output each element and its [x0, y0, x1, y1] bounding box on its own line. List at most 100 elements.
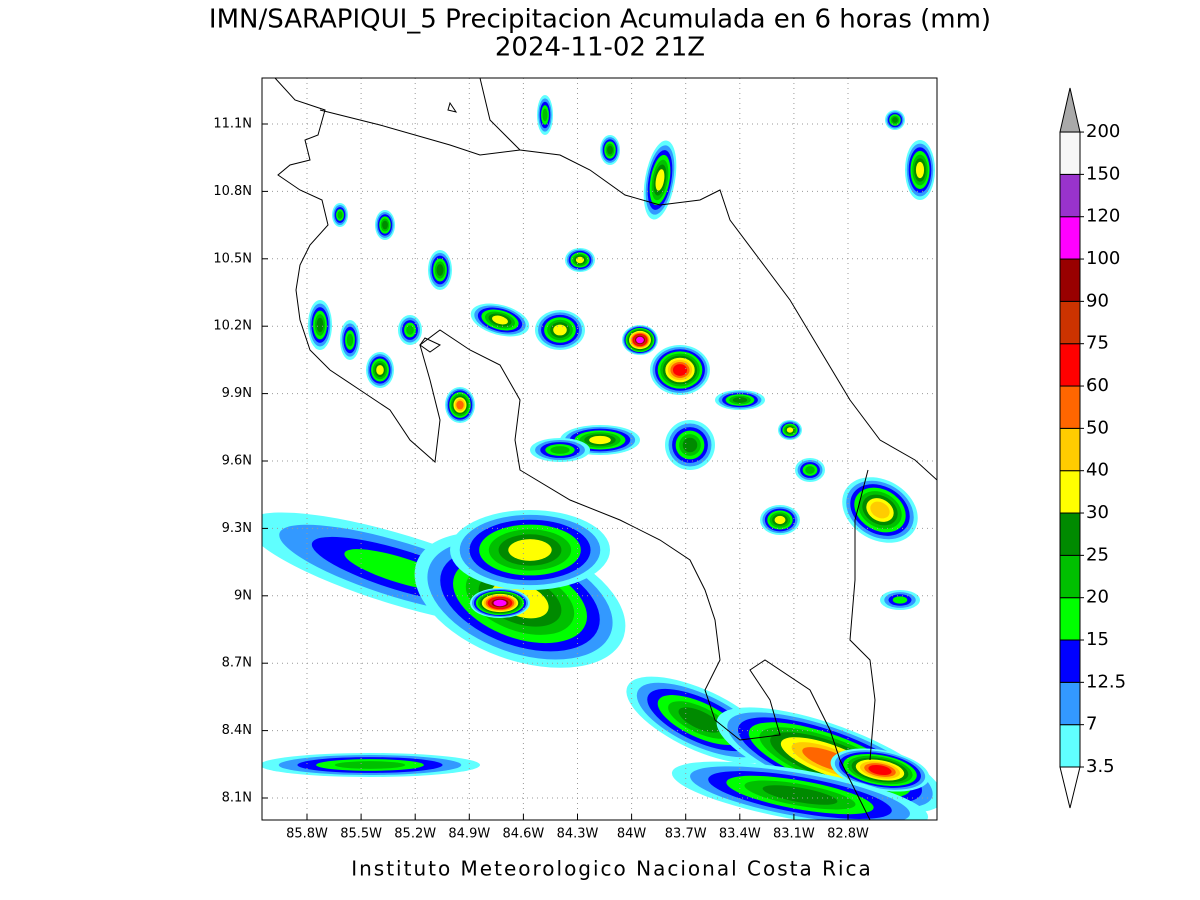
colorbar-label: 100	[1086, 248, 1120, 269]
border-south	[849, 469, 876, 761]
rain-contour	[456, 400, 464, 410]
colorbar-label: 200	[1086, 121, 1120, 142]
colorbar-label: 12.5	[1086, 671, 1126, 692]
lon-label: 84W	[617, 827, 647, 842]
rain-contour	[376, 365, 384, 375]
colorbar-over	[1059, 87, 1081, 133]
colorbar-box	[1059, 216, 1081, 260]
colorbar-label: 7	[1086, 714, 1097, 735]
rain-contour	[786, 427, 794, 433]
pacific-coast	[274, 78, 871, 820]
rain-contour	[382, 220, 388, 230]
lat-label: 8.7N	[222, 656, 252, 671]
colorbar-box	[1059, 681, 1081, 726]
rain-contour	[805, 466, 815, 474]
rain-contour	[493, 599, 507, 607]
rain-contour	[636, 336, 644, 344]
rain-contour	[915, 161, 925, 179]
colorbar-box	[1059, 173, 1081, 218]
colorbar-box	[1059, 343, 1081, 387]
rain-contour	[550, 446, 570, 454]
rain-contour	[492, 315, 508, 325]
colorbar-label: 20	[1086, 587, 1109, 608]
colorbar-box	[1059, 724, 1081, 768]
colorbar-label: 30	[1086, 502, 1109, 523]
rain-contour	[774, 515, 786, 525]
rain-contour	[589, 435, 611, 445]
colorbar-box	[1059, 512, 1081, 556]
colorbar-label: 120	[1086, 206, 1120, 227]
rain-contour	[870, 501, 890, 519]
coastlines	[274, 78, 937, 820]
colorbar-label: 3.5	[1086, 756, 1115, 777]
grid	[262, 78, 937, 820]
colorbar-box	[1059, 597, 1081, 641]
rain-contour	[682, 437, 698, 453]
rain-contour	[334, 761, 406, 769]
lon-label: 84.3W	[557, 827, 599, 842]
lon-label: 84.6W	[502, 827, 544, 842]
lon-label: 85.8W	[286, 827, 328, 842]
border-north	[319, 109, 521, 156]
rain-contour	[508, 539, 552, 561]
colorbar-label: 50	[1086, 417, 1109, 438]
lat-label: 10.2N	[213, 319, 252, 334]
lon-label: 83.1W	[773, 827, 815, 842]
lon-label: 82.8W	[827, 827, 869, 842]
rain-contour	[553, 324, 567, 336]
rain-contour	[316, 317, 324, 333]
colorbar-box	[1059, 470, 1081, 514]
colorbar-label: 25	[1086, 544, 1109, 565]
islands	[419, 101, 458, 353]
colorbar-box	[1059, 385, 1081, 429]
subtitle: 2024-11-02 21Z	[495, 33, 705, 63]
rain-contour	[762, 785, 838, 805]
lon-label: 84.9W	[448, 827, 490, 842]
colorbar-label: 75	[1086, 333, 1109, 354]
map-frame	[261, 77, 938, 821]
lat-label: 9.6N	[222, 454, 252, 469]
rain-contour	[892, 117, 898, 123]
colorbar-under	[1059, 766, 1081, 809]
precipitation-field	[262, 95, 937, 820]
rain-contour	[672, 364, 688, 376]
colorbar-box	[1059, 131, 1081, 175]
caribbean-coast	[479, 78, 937, 481]
lon-label: 85.5W	[340, 827, 382, 842]
colorbar-label: 40	[1086, 460, 1109, 481]
rain-contour	[607, 145, 613, 155]
colorbar-label: 150	[1086, 163, 1120, 184]
colorbar-label: 15	[1086, 629, 1109, 650]
rain-contour	[346, 333, 354, 347]
colorbar-label: 60	[1086, 375, 1109, 396]
lat-label: 9N	[234, 588, 252, 603]
rain-contour	[436, 264, 444, 276]
lon-label: 83.7W	[665, 827, 707, 842]
lat-label: 8.1N	[222, 791, 252, 806]
rain-contour	[892, 596, 908, 604]
lat-label: 9.3N	[222, 521, 252, 536]
lon-label: 83.4W	[719, 827, 761, 842]
rain-contour	[868, 764, 892, 776]
rain-contour	[542, 108, 548, 122]
title: IMN/SARAPIQUI_5 Precipitacion Acumulada …	[209, 5, 991, 35]
colorbar-box	[1059, 554, 1081, 599]
footer: Instituto Meteorologico Nacional Costa R…	[351, 857, 873, 881]
colorbar-box	[1059, 427, 1081, 472]
lon-label: 85.2W	[394, 827, 436, 842]
rain-contour	[337, 211, 343, 219]
lat-label: 11.1N	[213, 117, 252, 132]
colorbar-label: 90	[1086, 290, 1109, 311]
rain-contour	[406, 325, 414, 335]
lat-label: 8.4N	[222, 723, 252, 738]
colorbar-box	[1059, 639, 1081, 683]
lat-label: 10.5N	[213, 251, 252, 266]
colorbar-box	[1059, 300, 1081, 345]
rain-contour	[678, 707, 722, 733]
colorbar-box	[1059, 258, 1081, 302]
rain-contour	[732, 397, 748, 403]
rain-contour	[655, 169, 665, 191]
rain-contour	[575, 256, 585, 264]
lat-label: 9.9N	[222, 386, 252, 401]
